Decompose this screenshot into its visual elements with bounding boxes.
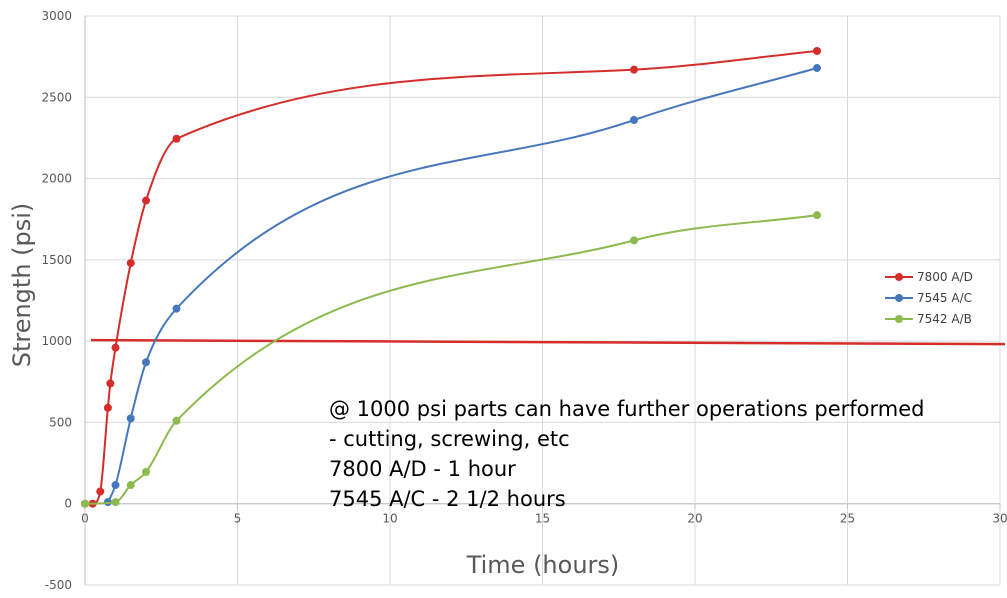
- legend-label: 7545 A/C: [917, 291, 972, 305]
- data-point: [630, 65, 638, 74]
- series-3: [81, 211, 821, 508]
- data-point: [106, 379, 115, 388]
- data-point: [111, 481, 120, 490]
- data-point: [172, 304, 181, 313]
- y-tick-label: -500: [45, 578, 72, 592]
- data-point: [142, 468, 150, 477]
- x-tick-label: 25: [840, 512, 855, 526]
- data-point: [172, 416, 181, 425]
- data-point: [103, 403, 112, 412]
- legend-label: 7800 A/D: [917, 270, 973, 284]
- data-point: [813, 64, 821, 73]
- legend-item-3: 7542 A/B: [885, 312, 972, 326]
- data-point: [96, 487, 105, 496]
- legend-item-2: 7545 A/C: [885, 291, 972, 305]
- data-point: [142, 358, 150, 367]
- legend-marker: [895, 294, 903, 302]
- reference-line-1000-psi: [90, 338, 1006, 346]
- legend-label: 7542 A/B: [917, 312, 972, 326]
- x-axis-title: Time (hours): [466, 551, 620, 579]
- legend-item-1: 7800 A/D: [885, 270, 973, 284]
- data-point: [630, 236, 638, 245]
- annotation-line-4: 7545 A/C - 2 1/2 hours: [329, 487, 566, 511]
- x-tick-label: 15: [535, 512, 550, 526]
- annotation-line-2: - cutting, screwing, etc: [329, 427, 570, 451]
- data-point: [172, 134, 181, 143]
- data-point: [111, 498, 120, 507]
- data-point: [126, 259, 135, 268]
- data-point: [630, 116, 638, 125]
- legend-marker: [895, 273, 903, 281]
- series-1: [81, 46, 821, 508]
- x-tick-label: 10: [382, 512, 397, 526]
- y-tick-label: 1500: [41, 253, 72, 267]
- series-layer: [81, 46, 821, 508]
- y-tick-label: 0: [64, 497, 72, 511]
- reference-line-layer: [90, 338, 1006, 346]
- legend: 7800 A/D 7545 A/C 7542 A/B: [885, 270, 973, 326]
- data-point: [813, 46, 821, 55]
- series-2: [103, 64, 821, 507]
- data-point: [81, 499, 89, 508]
- x-tick-label: 20: [687, 512, 702, 526]
- data-point: [813, 211, 821, 220]
- axes: -500050010001500200025003000051015202530: [41, 9, 1007, 592]
- annotation: @ 1000 psi parts can have further operat…: [329, 397, 925, 511]
- y-tick-label: 2000: [41, 172, 72, 186]
- y-tick-label: 2500: [41, 90, 72, 104]
- x-tick-label: 5: [234, 512, 242, 526]
- annotation-line-3: 7800 A/D - 1 hour: [329, 457, 516, 481]
- data-point: [126, 414, 135, 423]
- data-point: [142, 196, 150, 205]
- annotation-line-1: @ 1000 psi parts can have further operat…: [329, 397, 925, 421]
- y-tick-label: 3000: [41, 9, 72, 23]
- y-tick-label: 500: [49, 415, 72, 429]
- legend-marker: [895, 315, 903, 323]
- data-point: [126, 481, 135, 490]
- data-point: [111, 343, 120, 352]
- y-tick-label: 1000: [41, 334, 72, 348]
- x-tick-label: 30: [992, 512, 1007, 526]
- y-axis-title: Strength (psi): [8, 203, 36, 368]
